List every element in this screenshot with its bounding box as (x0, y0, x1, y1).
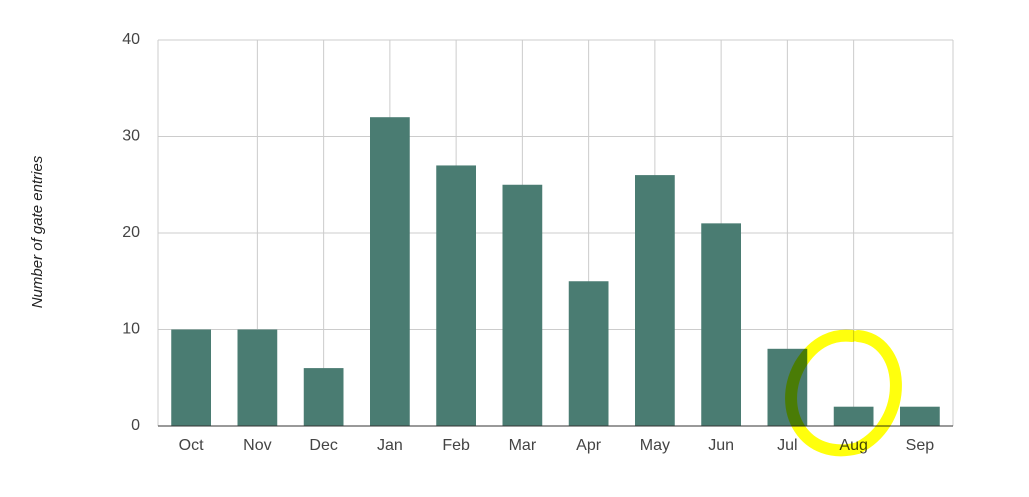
y-tick-label: 10 (122, 321, 140, 338)
bar (568, 281, 609, 426)
x-tick-label: Apr (576, 437, 602, 454)
bar (370, 117, 410, 426)
x-tick-label: Sep (906, 437, 935, 454)
y-axis-label: Number of gate entries (29, 155, 46, 308)
x-tick-label: Mar (509, 437, 537, 454)
bar (436, 165, 476, 426)
bar (171, 329, 211, 426)
x-tick-label: Feb (442, 437, 470, 454)
x-tick-label: Oct (179, 437, 204, 454)
x-tick-label: Dec (309, 437, 337, 454)
bar (833, 406, 874, 426)
y-tick-label: 30 (122, 128, 140, 145)
y-tick-label: 20 (122, 224, 140, 241)
x-tick-label: Jul (777, 437, 797, 454)
bar (502, 184, 543, 426)
x-tick-label: Jan (377, 437, 403, 454)
y-tick-label: 40 (122, 31, 140, 48)
x-tick-label: May (640, 437, 670, 454)
y-tick-label: 0 (131, 417, 140, 434)
bar (900, 406, 940, 426)
bar (237, 329, 278, 426)
bar (701, 223, 741, 426)
x-tick-label: Jun (708, 437, 734, 454)
highlight-circle (785, 329, 902, 457)
x-tick-label: Nov (243, 437, 271, 454)
bar (303, 368, 344, 426)
bar (635, 175, 675, 426)
